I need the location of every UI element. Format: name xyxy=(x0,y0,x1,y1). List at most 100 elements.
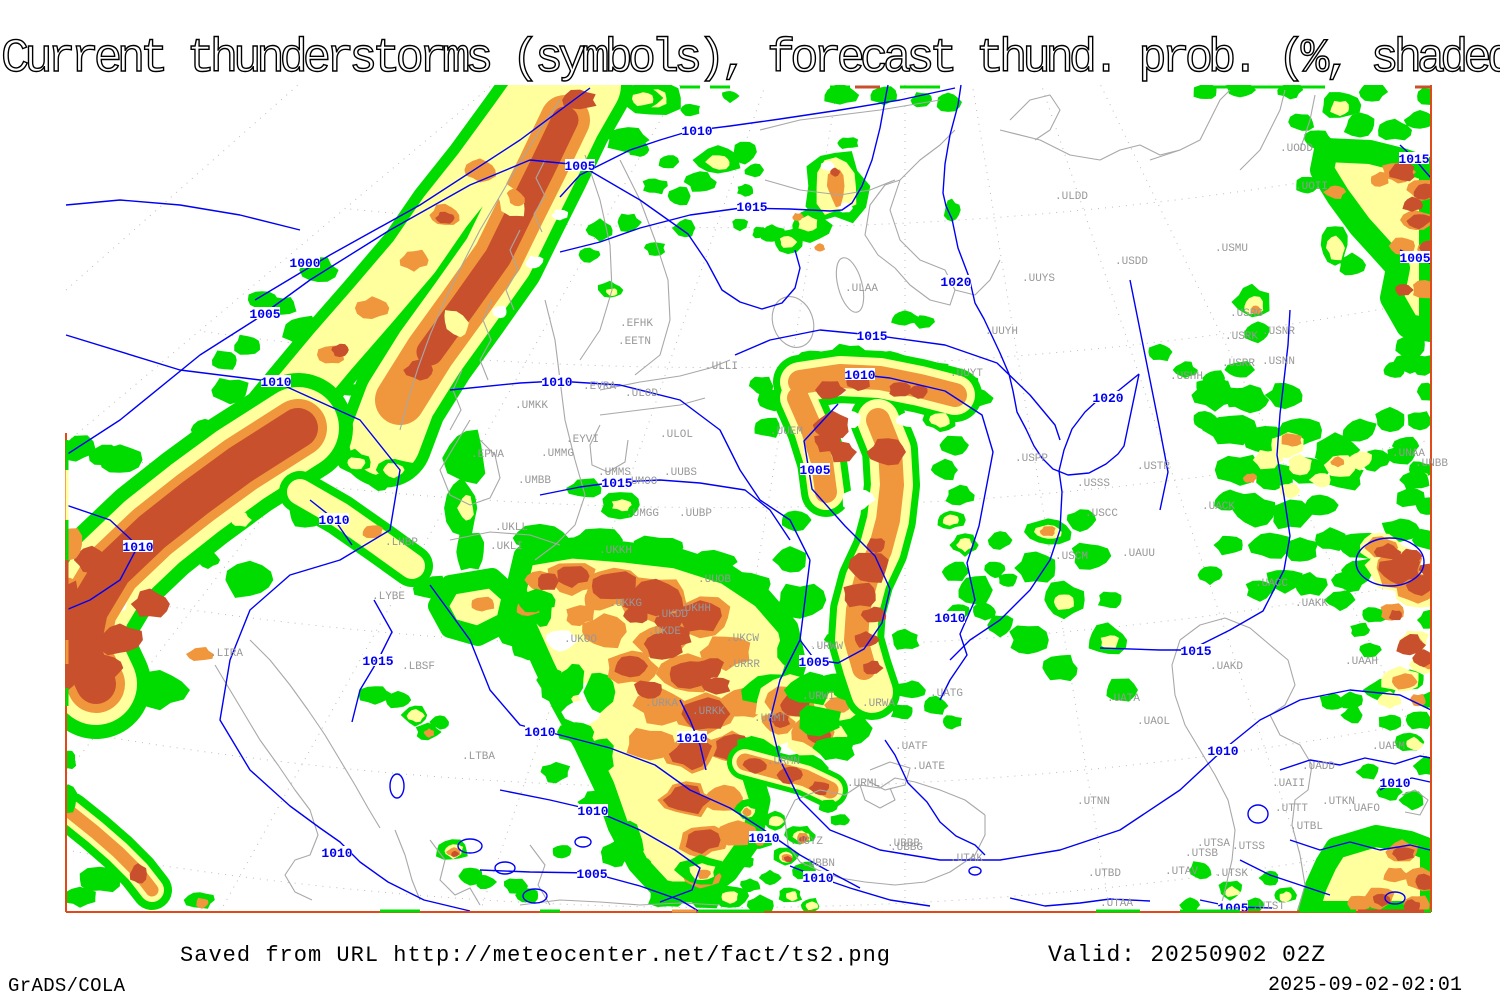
svg-text:1000: 1000 xyxy=(289,256,320,271)
svg-text:.URWA: .URWA xyxy=(862,698,895,710)
svg-text:.ULOL: .ULOL xyxy=(660,429,693,441)
svg-text:.UKKG: .UKKG xyxy=(609,598,642,610)
svg-text:.UAFO: .UAFO xyxy=(1347,803,1380,815)
svg-text:.UATE: .UATE xyxy=(912,761,945,773)
svg-text:.UUYT: .UUYT xyxy=(950,368,983,380)
svg-text:.UTAA: .UTAA xyxy=(1100,898,1133,910)
svg-text:.LYBE: .LYBE xyxy=(372,591,405,603)
svg-text:1020: 1020 xyxy=(940,275,971,290)
svg-text:.UBBG: .UBBG xyxy=(890,842,923,854)
svg-text:.USMU: .USMU xyxy=(1215,243,1248,255)
svg-text:.EPWA: .EPWA xyxy=(471,449,504,461)
svg-text:.URKA: .URKA xyxy=(645,698,678,710)
svg-text:.UTST: .UTST xyxy=(1252,901,1285,913)
svg-text:.UNAA: .UNAA xyxy=(1392,448,1425,460)
svg-text:1010: 1010 xyxy=(524,725,555,740)
svg-text:.UATA: .UATA xyxy=(1107,693,1140,705)
svg-text:1010: 1010 xyxy=(260,375,291,390)
svg-text:.UADD: .UADD xyxy=(1302,761,1335,773)
svg-text:.URKK: .URKK xyxy=(692,706,725,718)
svg-text:1010: 1010 xyxy=(541,375,572,390)
svg-text:.UMGG: .UMGG xyxy=(626,508,659,520)
svg-text:.UUYH: .UUYH xyxy=(985,326,1018,338)
svg-text:.UKDD: .UKDD xyxy=(655,609,688,621)
svg-text:1010: 1010 xyxy=(934,611,965,626)
svg-text:.EYVI: .EYVI xyxy=(566,434,599,446)
svg-text:.USHH: .USHH xyxy=(1170,371,1203,383)
svg-text:.UAOL: .UAOL xyxy=(1137,716,1170,728)
svg-text:GrADS/COLA: GrADS/COLA xyxy=(8,975,126,997)
svg-text:1010: 1010 xyxy=(681,124,712,139)
svg-text:.UMMG: .UMMG xyxy=(541,448,574,460)
svg-text:1010: 1010 xyxy=(844,368,875,383)
svg-text:.UKLI: .UKLI xyxy=(490,541,523,553)
svg-text:.LTBA: .LTBA xyxy=(462,751,495,763)
svg-text:.UTNN: .UTNN xyxy=(1077,796,1110,808)
svg-text:Saved from URL http://meteocen: Saved from URL http://meteocenter.net/fa… xyxy=(180,943,890,968)
svg-text:.UTBD: .UTBD xyxy=(1088,868,1121,880)
svg-text:.URRR: .URRR xyxy=(727,659,760,671)
svg-text:.UBBB: .UBBB xyxy=(887,838,920,850)
svg-text:1010: 1010 xyxy=(122,540,153,555)
svg-text:.USCC: .USCC xyxy=(1085,508,1118,520)
svg-text:.UTSA: .UTSA xyxy=(1197,838,1230,850)
svg-text:1005: 1005 xyxy=(1399,251,1430,266)
svg-text:1010: 1010 xyxy=(318,513,349,528)
svg-text:.UAII: .UAII xyxy=(1272,778,1305,790)
svg-text:.UKOO: .UKOO xyxy=(564,634,597,646)
svg-text:1010: 1010 xyxy=(1207,744,1238,759)
svg-text:2025-09-02-02:01: 2025-09-02-02:01 xyxy=(1268,974,1462,997)
svg-text:.URWW: .URWW xyxy=(810,641,843,653)
svg-text:1015: 1015 xyxy=(856,329,887,344)
svg-text:1010: 1010 xyxy=(748,831,779,846)
svg-text:.UUYS: .UUYS xyxy=(1022,273,1055,285)
svg-text:.UTAK: .UTAK xyxy=(950,853,983,865)
svg-text:1005: 1005 xyxy=(799,463,830,478)
svg-text:.UOII: .UOII xyxy=(1295,181,1328,193)
svg-text:.UKHH: .UKHH xyxy=(678,603,711,615)
svg-text:.UAKD: .UAKD xyxy=(1210,661,1243,673)
svg-text:1005: 1005 xyxy=(564,159,595,174)
svg-text:.UKKH: .UKKH xyxy=(599,545,632,557)
svg-text:.UUBP: .UUBP xyxy=(679,508,712,520)
svg-text:1005: 1005 xyxy=(576,867,607,882)
svg-text:UMOO: UMOO xyxy=(631,476,658,488)
svg-text:.UUBS: .UUBS xyxy=(664,467,697,479)
svg-text:.UTTT: .UTTT xyxy=(1275,803,1308,815)
svg-text:.USRK: .USRK xyxy=(1225,331,1258,343)
svg-text:.UACC: .UACC xyxy=(1255,578,1288,590)
svg-text:.UKDE: .UKDE xyxy=(648,626,681,638)
svg-text:.URMN: .URMN xyxy=(767,756,800,768)
svg-text:.USSS: .USSS xyxy=(1077,478,1110,490)
svg-text:.UTKN: .UTKN xyxy=(1322,796,1355,808)
svg-text:1015: 1015 xyxy=(1180,644,1211,659)
svg-text:1005: 1005 xyxy=(1217,901,1248,916)
svg-text:.UAFM: .UAFM xyxy=(1372,741,1405,753)
svg-text:.URML: .URML xyxy=(847,778,880,790)
svg-text:.UKCW: .UKCW xyxy=(726,633,759,645)
svg-text:.EFHK: .EFHK xyxy=(620,318,653,330)
svg-text:.USTR: .USTR xyxy=(1137,461,1170,473)
svg-text:.UAKK: .UAKK xyxy=(1295,598,1328,610)
svg-text:1015: 1015 xyxy=(1398,152,1429,167)
svg-text:.UNBB: .UNBB xyxy=(1415,458,1448,470)
svg-text:.LIRA: .LIRA xyxy=(210,648,243,660)
svg-text:.UTAV: .UTAV xyxy=(1165,866,1198,878)
svg-text:.UTBL: .UTBL xyxy=(1290,821,1323,833)
svg-text:.UMMS: .UMMS xyxy=(598,467,631,479)
svg-text:1020: 1020 xyxy=(1092,391,1123,406)
svg-text:.ULDD: .ULDD xyxy=(1055,191,1088,203)
svg-text:.USCM: .USCM xyxy=(1055,551,1088,563)
svg-text:1010: 1010 xyxy=(321,846,352,861)
svg-text:Valid: 20250902 02Z: Valid: 20250902 02Z xyxy=(1048,942,1325,968)
svg-text:1010: 1010 xyxy=(676,731,707,746)
svg-text:.UGYZ: .UGYZ xyxy=(790,836,823,848)
svg-text:1005: 1005 xyxy=(249,307,280,322)
svg-text:.UUOB: .UUOB xyxy=(698,574,731,586)
svg-text:.USRR: .USRR xyxy=(1222,358,1255,370)
svg-text:.UAAH: .UAAH xyxy=(1345,656,1378,668)
svg-text:.USPP: .USPP xyxy=(1015,453,1048,465)
svg-text:.UMKK: .UMKK xyxy=(515,400,548,412)
svg-text:.UACK: .UACK xyxy=(1202,501,1235,513)
svg-text:.USNR: .USNR xyxy=(1262,326,1295,338)
